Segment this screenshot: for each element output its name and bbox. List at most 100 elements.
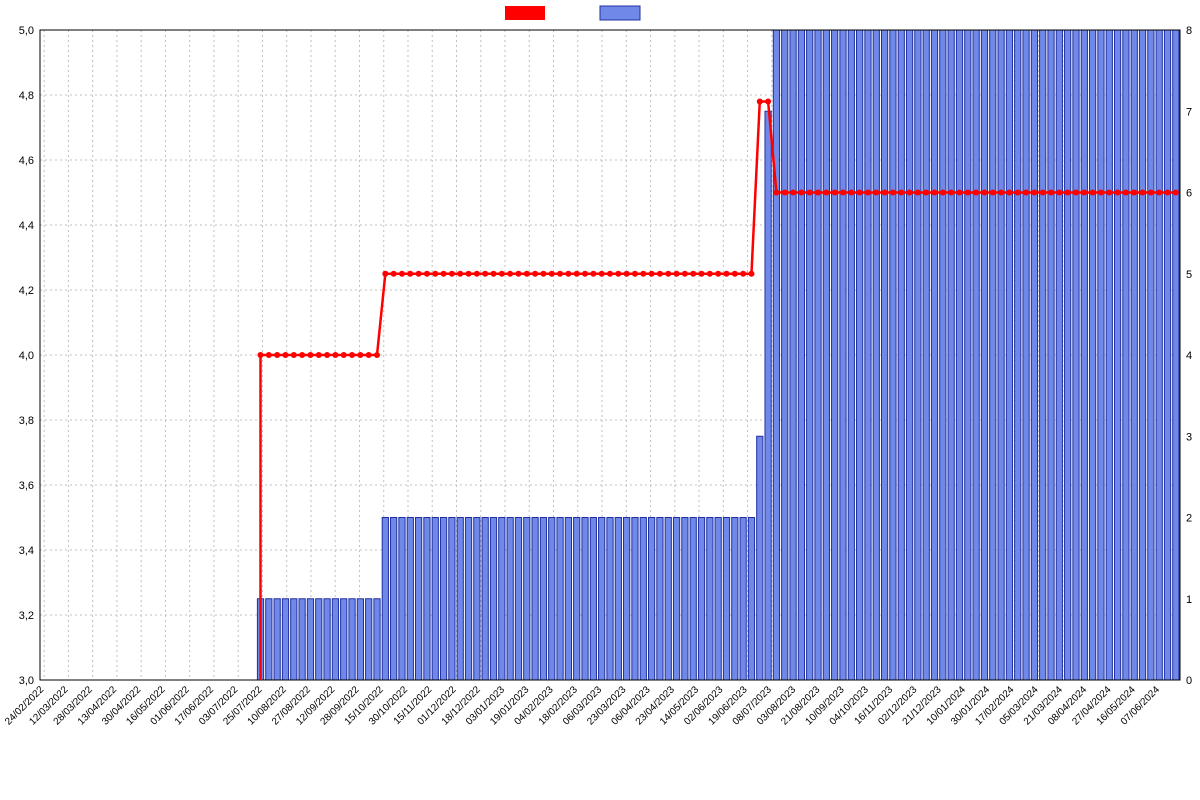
bar — [615, 518, 621, 681]
y1-tick-label: 3,4 — [19, 545, 34, 557]
bar — [765, 111, 771, 680]
line-marker — [948, 190, 954, 196]
line-marker — [1073, 190, 1079, 196]
line-marker — [674, 271, 680, 277]
bar — [449, 518, 455, 681]
bar — [457, 518, 463, 681]
bar — [474, 518, 480, 681]
bar — [832, 30, 838, 680]
line-marker — [416, 271, 422, 277]
bar — [1156, 30, 1162, 680]
line-marker — [981, 190, 987, 196]
bar — [707, 518, 713, 681]
bar — [1148, 30, 1154, 680]
y2-tick-label: 0 — [1186, 675, 1192, 687]
line-marker — [757, 99, 763, 105]
line-marker — [291, 352, 297, 358]
bar — [990, 30, 996, 680]
legend-bar-swatch — [600, 6, 640, 20]
bar — [1173, 30, 1179, 680]
bar — [266, 599, 272, 680]
bar — [1164, 30, 1170, 680]
bar — [1065, 30, 1071, 680]
line-marker — [466, 271, 472, 277]
bar — [465, 518, 471, 681]
bar — [698, 518, 704, 681]
line-marker — [1056, 190, 1062, 196]
line-marker — [815, 190, 821, 196]
line-marker — [1098, 190, 1104, 196]
line-marker — [765, 99, 771, 105]
line-marker — [341, 352, 347, 358]
line-marker — [532, 271, 538, 277]
bar — [490, 518, 496, 681]
bar — [998, 30, 1004, 680]
bar — [582, 518, 588, 681]
y1-tick-label: 3,8 — [19, 415, 34, 427]
line-marker — [282, 352, 288, 358]
bar — [374, 599, 380, 680]
line-marker — [699, 271, 705, 277]
line-marker — [723, 271, 729, 277]
line-marker — [590, 271, 596, 277]
y2-tick-label: 8 — [1186, 25, 1192, 37]
line-marker — [565, 271, 571, 277]
bar — [1123, 30, 1129, 680]
bar — [673, 518, 679, 681]
line-marker — [499, 271, 505, 277]
line-marker — [632, 271, 638, 277]
bar — [399, 518, 405, 681]
line-marker — [382, 271, 388, 277]
bar — [1098, 30, 1104, 680]
line-marker — [607, 271, 613, 277]
line-marker — [540, 271, 546, 277]
line-marker — [1106, 190, 1112, 196]
line-marker — [1081, 190, 1087, 196]
bar — [715, 518, 721, 681]
bar — [415, 518, 421, 681]
bar — [1006, 30, 1012, 680]
line-marker — [823, 190, 829, 196]
bar — [1106, 30, 1112, 680]
chart-container: 3,03,23,43,63,84,04,24,44,64,85,00123456… — [0, 0, 1200, 800]
bar — [282, 599, 288, 680]
bar — [857, 30, 863, 680]
y2-tick-label: 7 — [1186, 106, 1192, 118]
bar — [815, 30, 821, 680]
y1-tick-label: 5,0 — [19, 25, 34, 37]
line-marker — [840, 190, 846, 196]
bar — [640, 518, 646, 681]
line-marker — [374, 352, 380, 358]
line-marker — [357, 352, 363, 358]
bar — [682, 518, 688, 681]
bar — [1090, 30, 1096, 680]
bar — [690, 518, 696, 681]
line-marker — [657, 271, 663, 277]
line-marker — [482, 271, 488, 277]
bar — [940, 30, 946, 680]
line-marker — [807, 190, 813, 196]
bar — [840, 30, 846, 680]
line-marker — [324, 352, 330, 358]
line-marker — [1165, 190, 1171, 196]
line-marker — [557, 271, 563, 277]
line-marker — [940, 190, 946, 196]
bar — [274, 599, 280, 680]
bar — [798, 30, 804, 680]
line-marker — [665, 271, 671, 277]
bar — [1056, 30, 1062, 680]
bar — [1131, 30, 1137, 680]
line-marker — [857, 190, 863, 196]
line-marker — [1090, 190, 1096, 196]
bar — [948, 30, 954, 680]
bar — [657, 518, 663, 681]
line-marker — [1023, 190, 1029, 196]
y1-tick-label: 3,6 — [19, 480, 34, 492]
y2-tick-label: 4 — [1186, 350, 1192, 362]
bar — [349, 599, 355, 680]
line-marker — [798, 190, 804, 196]
line-marker — [524, 271, 530, 277]
line-marker — [682, 271, 688, 277]
bar — [956, 30, 962, 680]
line-marker — [965, 190, 971, 196]
